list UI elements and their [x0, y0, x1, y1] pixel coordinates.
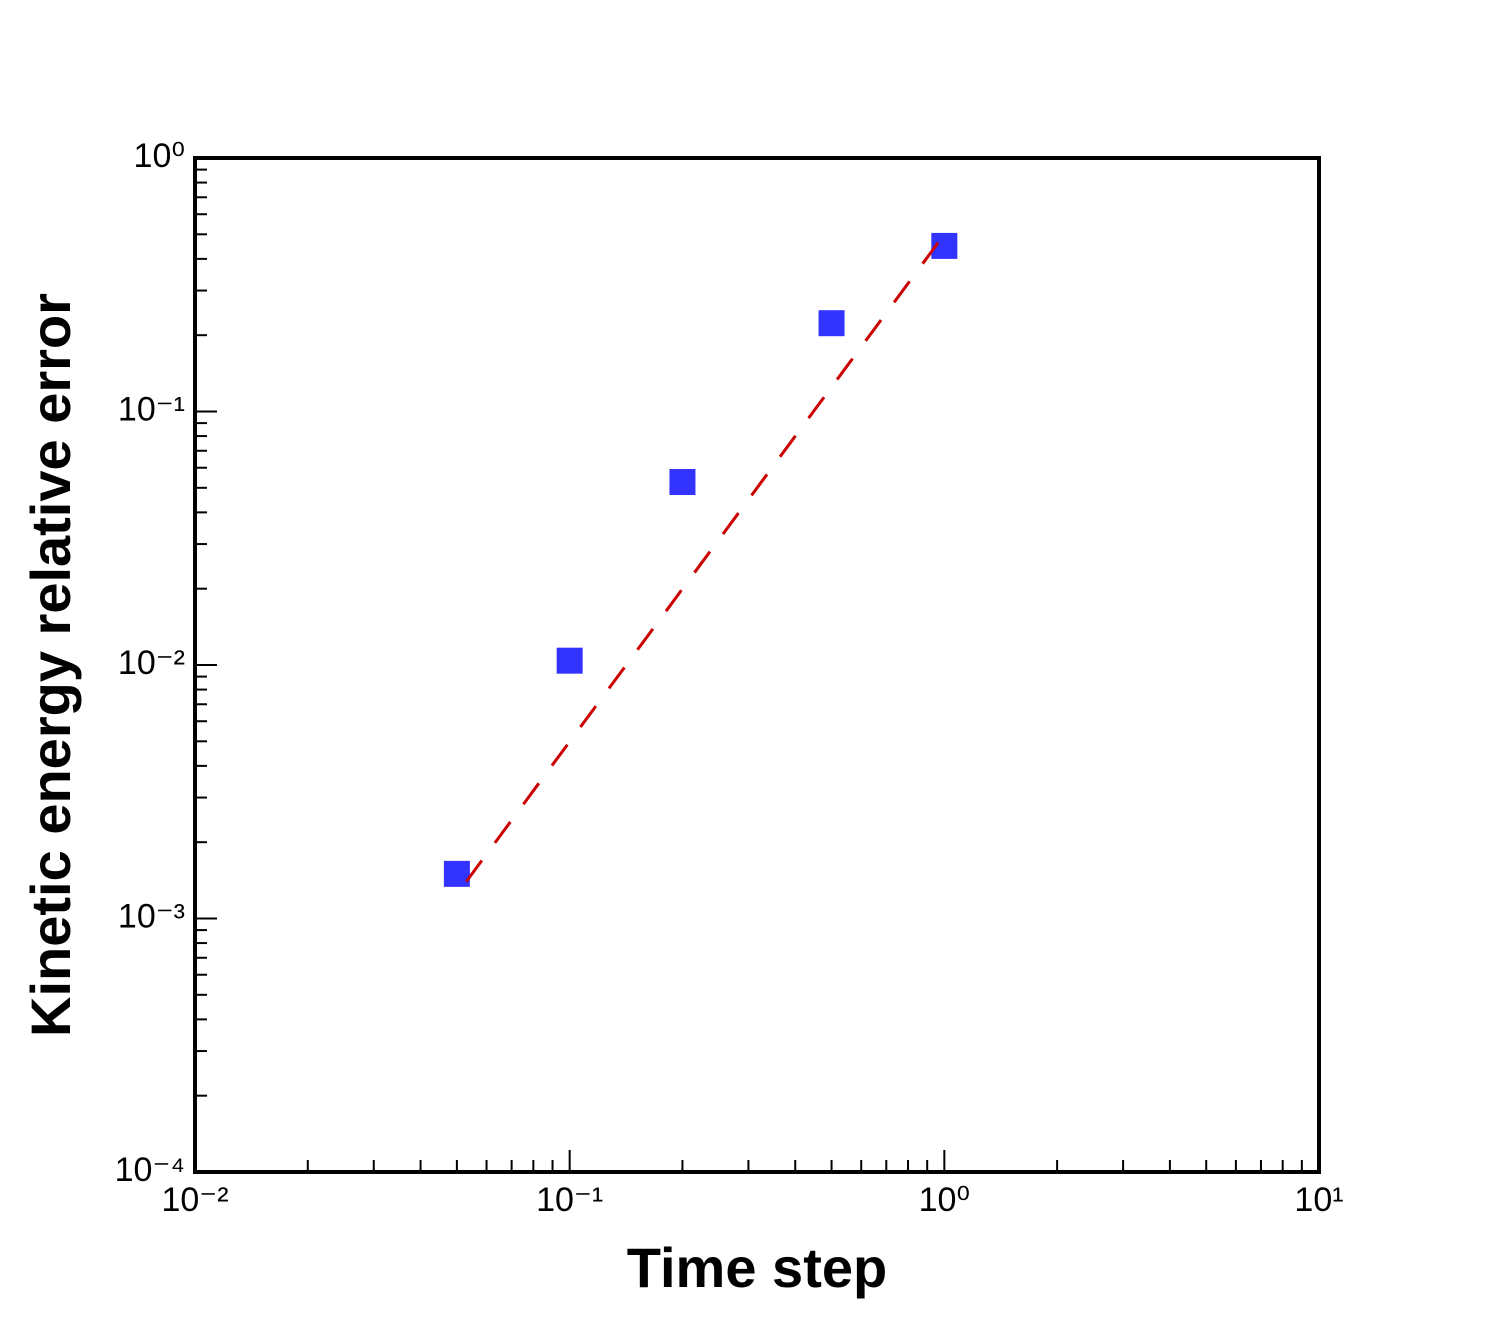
y-tick-label: 10⁰: [134, 137, 185, 175]
x-axis-title: Time step: [627, 1236, 887, 1299]
reference-line: [465, 233, 946, 883]
plot-frame: [193, 156, 1321, 1174]
x-tick-label: 10⁻¹: [536, 1181, 603, 1219]
y-tick-label: 10⁻²: [118, 644, 185, 682]
x-tick-label: 10⁰: [919, 1181, 970, 1219]
marker: [669, 469, 696, 496]
x-tick-label: 10¹: [1294, 1181, 1343, 1219]
marker: [556, 647, 583, 674]
y-axis-title: Kinetic energy relative error: [19, 293, 82, 1037]
marker: [443, 860, 470, 887]
x-tick-label: 10⁻²: [161, 1181, 228, 1219]
marker: [818, 310, 845, 337]
y-tick-label: 10⁻³: [118, 897, 185, 935]
y-tick-label: 10⁻⁴: [115, 1151, 185, 1189]
y-tick-label: 10⁻¹: [118, 390, 185, 428]
